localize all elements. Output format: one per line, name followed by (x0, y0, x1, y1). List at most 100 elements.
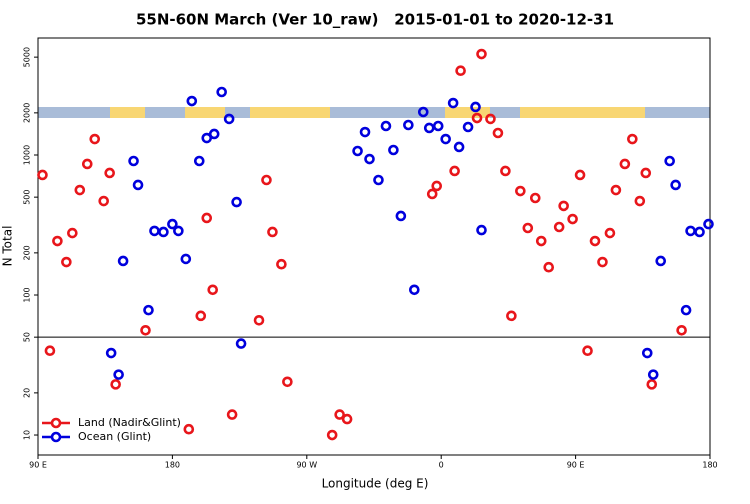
data-point (447, 97, 459, 109)
data-point (235, 338, 247, 349)
data-point (223, 113, 235, 125)
data-point (431, 180, 443, 192)
data-point (37, 169, 48, 181)
data-point (149, 225, 160, 237)
data-point (253, 314, 265, 326)
data-point (574, 169, 586, 181)
x-tick-label: 180 (702, 461, 717, 470)
data-point (670, 179, 681, 191)
band-ocean (225, 107, 250, 118)
data-point (476, 48, 487, 60)
data-point (326, 429, 338, 441)
data-point (81, 158, 93, 170)
data-point (140, 324, 151, 336)
data-point (589, 235, 601, 247)
data-point (417, 106, 429, 118)
y-tick-label: 2000 (23, 103, 32, 123)
data-point (364, 153, 375, 165)
data-point (276, 258, 287, 270)
data-point (173, 225, 184, 237)
data-point (180, 253, 192, 265)
y-tick-label: 1000 (23, 145, 32, 165)
data-point (201, 132, 213, 144)
data-point (485, 113, 496, 125)
land-ocean-band (38, 107, 710, 118)
data-point (61, 256, 72, 268)
data-point (423, 122, 435, 134)
x-axis-label: Longitude (deg E) (322, 477, 429, 491)
data-point (604, 227, 616, 239)
data-point (341, 413, 353, 425)
legend-marker (50, 417, 62, 429)
legend-label: Ocean (Glint) (78, 430, 151, 443)
y-tick-label: 200 (23, 245, 32, 260)
data-point (553, 221, 565, 233)
data-point (158, 226, 169, 238)
data-point (52, 235, 63, 247)
y-tick-label: 10 (23, 430, 32, 440)
data-point (506, 310, 517, 322)
data-point (167, 218, 178, 230)
data-point (476, 224, 487, 236)
data-point (694, 226, 705, 238)
data-point (207, 284, 219, 296)
data-point (655, 255, 667, 267)
data-point (132, 179, 144, 191)
data-point (685, 225, 696, 237)
data-point (216, 86, 227, 98)
legend-marker (50, 431, 62, 443)
data-point (183, 423, 195, 435)
x-tick-label: 90 W (296, 461, 317, 470)
data-point (89, 133, 101, 145)
data-point (619, 158, 631, 170)
data-point (380, 120, 392, 132)
data-point (110, 379, 121, 390)
data-point (449, 165, 460, 177)
data-point (582, 345, 593, 357)
data-point (558, 200, 569, 212)
data-point (105, 347, 117, 359)
data-point (117, 255, 129, 267)
data-point (641, 347, 653, 359)
y-tick-label: 5000 (23, 47, 32, 67)
data-point (471, 112, 483, 124)
data-point (453, 141, 465, 153)
data-point (267, 226, 278, 238)
data-point (388, 144, 399, 156)
data-point (98, 195, 110, 207)
data-point (522, 222, 534, 234)
data-point (143, 304, 154, 316)
data-point (104, 167, 115, 179)
data-point (640, 167, 652, 179)
data-point (67, 227, 78, 239)
y-tick-label: 500 (23, 190, 32, 205)
data-point (373, 174, 384, 186)
data-point (543, 261, 555, 273)
data-point (231, 196, 242, 208)
x-tick-label: 90 E (567, 461, 585, 470)
data-point (634, 195, 646, 207)
data-point (676, 324, 687, 336)
data-point (226, 409, 238, 420)
band-ocean (38, 107, 110, 118)
data-point (403, 119, 414, 131)
chart-title: 55N-60N March (Ver 10_raw) 2015-01-01 to… (136, 11, 614, 29)
data-point (515, 185, 526, 197)
data-point (128, 155, 139, 167)
band-ocean (145, 107, 185, 118)
data-point (664, 155, 675, 167)
y-tick-label: 20 (23, 388, 32, 398)
data-point (597, 256, 608, 268)
data-point (703, 218, 714, 230)
data-point (610, 184, 622, 196)
data-point (113, 369, 124, 380)
data-point (500, 165, 511, 177)
data-point (462, 121, 474, 133)
data-point (186, 95, 198, 107)
data-point (201, 212, 213, 224)
legend-label: Land (Nadir&Glint) (78, 416, 181, 429)
band-ocean (490, 107, 520, 118)
x-tick-label: 90 E (29, 461, 47, 470)
